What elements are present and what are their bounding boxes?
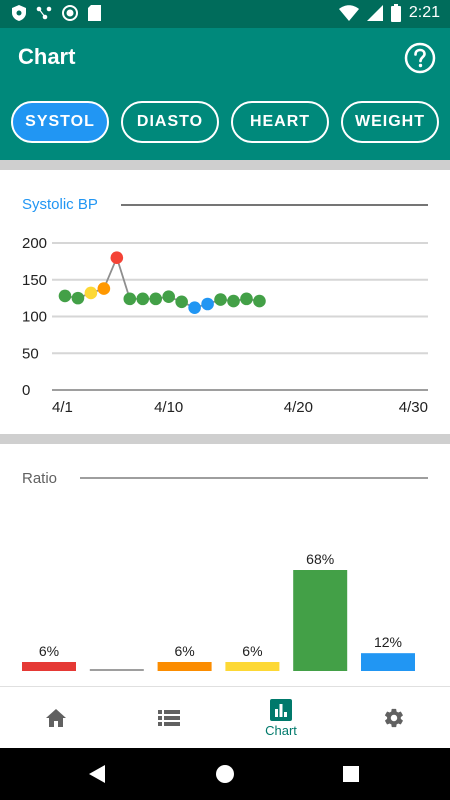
systolic-chart-title: Systolic BP xyxy=(22,196,98,213)
data-point xyxy=(58,289,72,303)
data-point xyxy=(84,286,98,300)
chart-icon xyxy=(270,698,292,721)
ratio-chart-card: Ratio 6% 6% 6% 68% 12% xyxy=(0,444,450,686)
y-tick-label: 200 xyxy=(22,235,47,252)
y-tick-label: 100 xyxy=(22,309,47,326)
separator xyxy=(0,160,450,170)
y-tick-label: 150 xyxy=(22,272,47,289)
tab-systol[interactable]: SYSTOL xyxy=(11,101,109,143)
separator xyxy=(0,434,450,444)
data-point xyxy=(123,292,137,306)
metric-tabs: SYSTOL DIASTO HEART WEIGHT xyxy=(0,88,450,160)
home-circle-icon[interactable] xyxy=(216,765,234,783)
data-point xyxy=(162,290,175,303)
signal-icon xyxy=(366,5,383,21)
data-point xyxy=(201,297,214,311)
y-tick-label: 0 xyxy=(22,382,30,399)
ratio-chart-title: Ratio xyxy=(22,470,58,487)
nav-chart[interactable]: Chart xyxy=(225,687,337,749)
nav-home[interactable] xyxy=(0,687,112,749)
status-time: 2:21 xyxy=(408,4,440,21)
data-point xyxy=(253,294,266,308)
data-point xyxy=(149,292,163,306)
bar-value-label: 68% xyxy=(306,551,334,567)
shield-icon xyxy=(12,5,26,21)
title-divider xyxy=(121,204,428,206)
y-tick-label: 50 xyxy=(22,345,39,362)
title-divider xyxy=(80,477,428,479)
systolic-line-chart: 0 50 100 150 200 4/1 4/10 4/20 4/30 xyxy=(22,235,428,416)
back-icon[interactable] xyxy=(89,765,105,783)
systolic-chart-card: Systolic BP 0 50 100 150 200 4/1 4/10 4/20 4/30 xyxy=(0,170,450,434)
data-point xyxy=(175,295,188,309)
ratio-bar xyxy=(157,662,212,671)
data-point xyxy=(97,282,111,295)
bar-value-label: 6% xyxy=(174,643,194,659)
help-icon[interactable] xyxy=(404,42,436,74)
share-network-icon xyxy=(36,6,52,20)
data-point xyxy=(110,251,124,264)
bar-value-label: 12% xyxy=(374,634,402,650)
x-tick-label: 4/20 xyxy=(284,399,313,416)
battery-icon xyxy=(390,4,401,22)
app-bar: Chart xyxy=(0,28,450,88)
ratio-bar xyxy=(361,653,415,671)
gear-icon xyxy=(384,708,403,728)
ratio-bar xyxy=(89,669,144,671)
wifi-icon xyxy=(338,5,359,21)
system-navigation-bar xyxy=(0,748,450,800)
tab-diasto[interactable]: DIASTO xyxy=(121,101,219,143)
bottom-navigation: Chart xyxy=(0,686,450,748)
tab-weight[interactable]: WEIGHT xyxy=(341,101,439,143)
sd-card-icon xyxy=(88,5,101,21)
tab-heart[interactable]: HEART xyxy=(231,101,329,143)
systolic-series-line xyxy=(64,255,260,309)
data-point xyxy=(227,294,240,308)
nav-list[interactable] xyxy=(113,687,225,749)
list-icon xyxy=(158,710,180,726)
home-icon xyxy=(46,709,66,727)
nav-chart-label: Chart xyxy=(265,722,297,738)
ratio-bar xyxy=(22,662,76,671)
bar-value-label: 6% xyxy=(242,643,262,659)
data-point xyxy=(214,293,227,306)
status-bar: 2:21 xyxy=(0,0,450,28)
data-point xyxy=(136,292,150,306)
x-tick-label: 4/30 xyxy=(399,399,428,416)
recents-icon[interactable] xyxy=(343,766,359,782)
x-tick-label: 4/10 xyxy=(154,399,183,416)
circle-icon xyxy=(62,5,78,21)
ratio-bar xyxy=(293,570,348,671)
data-point xyxy=(71,291,85,305)
bar-value-label: 6% xyxy=(39,643,59,659)
x-tick-label: 4/1 xyxy=(52,399,73,416)
data-point xyxy=(188,301,201,314)
data-point xyxy=(240,292,253,306)
page-title: Chart xyxy=(18,44,76,69)
ratio-bar-chart: 6% 6% 6% 68% 12% xyxy=(22,551,415,671)
nav-settings[interactable] xyxy=(338,687,450,749)
ratio-bar xyxy=(225,662,280,671)
